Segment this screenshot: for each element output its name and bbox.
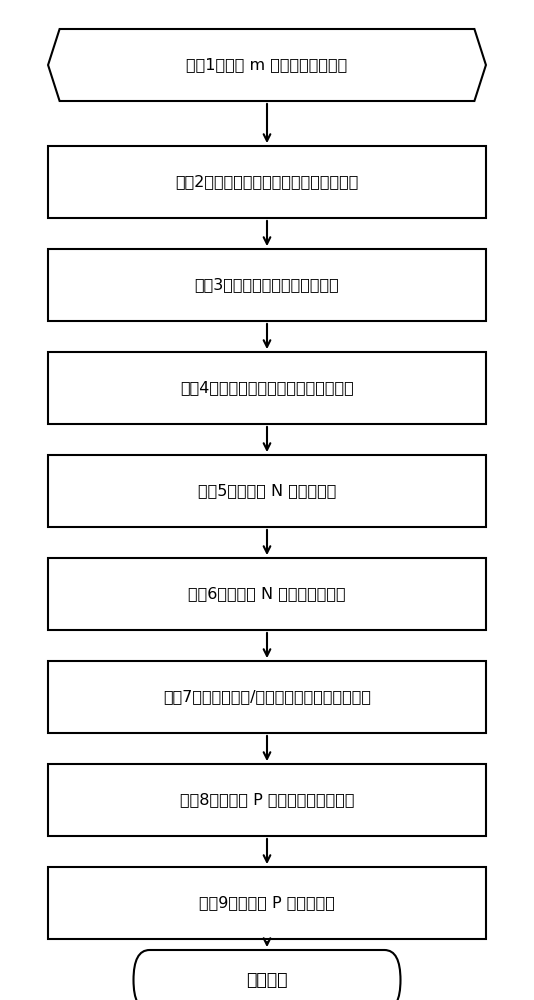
Text: 步骤5：沉积一 N 型氮化镓层: 步骤5：沉积一 N 型氮化镓层: [198, 484, 336, 498]
Text: 步骤4：沉积一未掺杂半极性面氮化镓层: 步骤4：沉积一未掺杂半极性面氮化镓层: [180, 380, 354, 395]
Text: 步骤8：沉积一 P 型铝镓氮电子阻挡层: 步骤8：沉积一 P 型铝镓氮电子阻挡层: [180, 792, 354, 808]
FancyBboxPatch shape: [48, 249, 486, 321]
Polygon shape: [48, 29, 486, 101]
FancyBboxPatch shape: [134, 950, 400, 1000]
FancyBboxPatch shape: [48, 661, 486, 733]
Text: 步骤7：沉积铟镓氮/氮化镓多量子阱活性发光层: 步骤7：沉积铟镓氮/氮化镓多量子阱活性发光层: [163, 690, 371, 704]
FancyBboxPatch shape: [48, 146, 486, 218]
Text: 步骤9：沉积一 P 型氮化镓层: 步骤9：沉积一 P 型氮化镓层: [199, 896, 335, 910]
FancyBboxPatch shape: [48, 764, 486, 836]
FancyBboxPatch shape: [48, 455, 486, 527]
Text: 步骤6：沉积一 N 型铟镓氮插入层: 步骤6：沉积一 N 型铟镓氮插入层: [188, 586, 346, 601]
FancyBboxPatch shape: [48, 352, 486, 424]
Text: 步骤3：高温沉积一氮化铝缓冲层: 步骤3：高温沉积一氮化铝缓冲层: [194, 277, 340, 292]
FancyBboxPatch shape: [48, 558, 486, 630]
Text: 步骤2：将衬底置于反应室内实施氮化处理: 步骤2：将衬底置于反应室内实施氮化处理: [175, 174, 359, 190]
Text: 完成制备: 完成制备: [246, 971, 288, 989]
FancyBboxPatch shape: [48, 867, 486, 939]
Text: 步骤1：取一 m 面蓝宝石图形衬底: 步骤1：取一 m 面蓝宝石图形衬底: [186, 57, 348, 73]
